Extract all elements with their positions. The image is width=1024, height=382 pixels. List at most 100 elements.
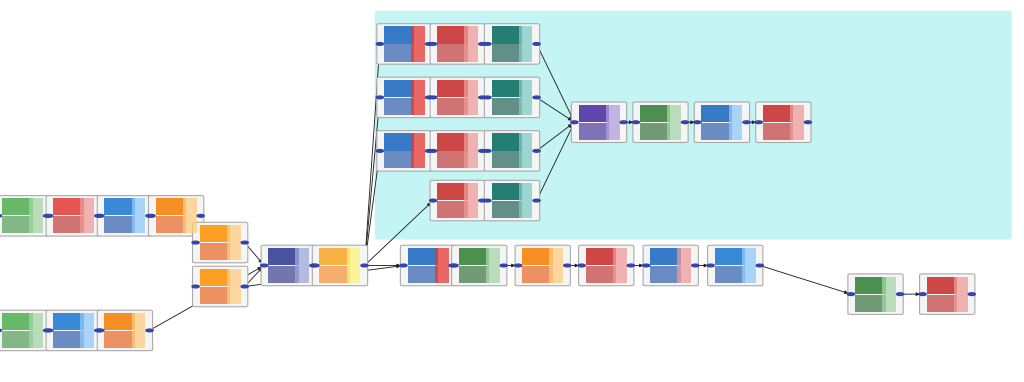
FancyBboxPatch shape bbox=[400, 245, 456, 286]
Circle shape bbox=[534, 199, 541, 202]
Circle shape bbox=[920, 293, 926, 296]
FancyBboxPatch shape bbox=[465, 133, 478, 168]
FancyBboxPatch shape bbox=[579, 123, 609, 140]
Circle shape bbox=[483, 96, 492, 99]
FancyBboxPatch shape bbox=[484, 24, 540, 64]
FancyBboxPatch shape bbox=[53, 216, 84, 233]
Circle shape bbox=[45, 214, 53, 217]
FancyBboxPatch shape bbox=[46, 310, 101, 351]
Circle shape bbox=[805, 121, 811, 123]
FancyBboxPatch shape bbox=[701, 123, 732, 140]
Circle shape bbox=[694, 121, 700, 123]
FancyBboxPatch shape bbox=[193, 266, 248, 307]
FancyBboxPatch shape bbox=[384, 26, 415, 44]
FancyBboxPatch shape bbox=[492, 133, 522, 151]
FancyBboxPatch shape bbox=[519, 26, 532, 62]
FancyBboxPatch shape bbox=[437, 44, 468, 62]
Circle shape bbox=[571, 121, 578, 123]
Circle shape bbox=[430, 43, 436, 45]
FancyBboxPatch shape bbox=[2, 198, 33, 215]
FancyBboxPatch shape bbox=[920, 274, 975, 314]
Circle shape bbox=[377, 150, 383, 152]
FancyBboxPatch shape bbox=[268, 266, 299, 283]
FancyBboxPatch shape bbox=[148, 196, 204, 236]
FancyBboxPatch shape bbox=[384, 133, 415, 151]
FancyBboxPatch shape bbox=[650, 248, 681, 265]
FancyBboxPatch shape bbox=[579, 105, 609, 122]
FancyBboxPatch shape bbox=[81, 198, 94, 233]
FancyBboxPatch shape bbox=[2, 216, 33, 233]
Circle shape bbox=[145, 329, 154, 332]
Circle shape bbox=[426, 43, 433, 45]
FancyBboxPatch shape bbox=[883, 277, 896, 312]
FancyBboxPatch shape bbox=[465, 80, 478, 115]
Circle shape bbox=[534, 96, 541, 99]
Circle shape bbox=[479, 96, 486, 99]
Circle shape bbox=[426, 150, 433, 152]
Circle shape bbox=[311, 264, 319, 267]
FancyBboxPatch shape bbox=[437, 26, 468, 44]
FancyBboxPatch shape bbox=[586, 266, 616, 283]
FancyBboxPatch shape bbox=[848, 274, 903, 314]
FancyBboxPatch shape bbox=[519, 133, 532, 168]
FancyBboxPatch shape bbox=[46, 196, 101, 236]
FancyBboxPatch shape bbox=[412, 133, 425, 168]
Circle shape bbox=[430, 199, 436, 202]
FancyBboxPatch shape bbox=[53, 331, 84, 348]
FancyBboxPatch shape bbox=[104, 313, 135, 330]
FancyBboxPatch shape bbox=[227, 225, 241, 260]
FancyBboxPatch shape bbox=[408, 248, 438, 265]
Circle shape bbox=[621, 121, 627, 123]
Circle shape bbox=[43, 329, 51, 332]
Circle shape bbox=[483, 150, 492, 152]
FancyBboxPatch shape bbox=[763, 105, 794, 122]
Circle shape bbox=[479, 150, 486, 152]
FancyBboxPatch shape bbox=[715, 248, 745, 265]
Circle shape bbox=[707, 264, 714, 267]
Circle shape bbox=[449, 264, 457, 267]
FancyBboxPatch shape bbox=[492, 26, 522, 44]
FancyBboxPatch shape bbox=[375, 11, 1012, 240]
FancyBboxPatch shape bbox=[492, 44, 522, 62]
FancyBboxPatch shape bbox=[2, 331, 33, 348]
FancyBboxPatch shape bbox=[742, 248, 756, 283]
FancyBboxPatch shape bbox=[606, 105, 620, 140]
FancyBboxPatch shape bbox=[519, 183, 532, 218]
Circle shape bbox=[147, 214, 156, 217]
Circle shape bbox=[756, 121, 762, 123]
Circle shape bbox=[479, 199, 486, 202]
FancyBboxPatch shape bbox=[104, 216, 135, 233]
FancyBboxPatch shape bbox=[132, 313, 145, 348]
FancyBboxPatch shape bbox=[643, 245, 698, 286]
FancyBboxPatch shape bbox=[104, 198, 135, 215]
FancyBboxPatch shape bbox=[430, 180, 485, 221]
FancyBboxPatch shape bbox=[97, 196, 153, 236]
Circle shape bbox=[430, 150, 436, 152]
FancyBboxPatch shape bbox=[0, 310, 50, 351]
FancyBboxPatch shape bbox=[756, 102, 811, 142]
FancyBboxPatch shape bbox=[435, 248, 449, 283]
FancyBboxPatch shape bbox=[347, 248, 360, 283]
FancyBboxPatch shape bbox=[484, 180, 540, 221]
FancyBboxPatch shape bbox=[954, 277, 968, 312]
Circle shape bbox=[193, 241, 199, 244]
Circle shape bbox=[242, 285, 248, 288]
FancyBboxPatch shape bbox=[791, 105, 804, 140]
Circle shape bbox=[242, 241, 248, 244]
FancyBboxPatch shape bbox=[437, 98, 468, 115]
FancyBboxPatch shape bbox=[459, 248, 489, 265]
Circle shape bbox=[430, 96, 436, 99]
Circle shape bbox=[193, 285, 199, 288]
Circle shape bbox=[501, 264, 508, 267]
FancyBboxPatch shape bbox=[384, 80, 415, 97]
Circle shape bbox=[515, 264, 521, 267]
Circle shape bbox=[361, 264, 369, 267]
FancyBboxPatch shape bbox=[437, 201, 468, 218]
Circle shape bbox=[399, 264, 407, 267]
FancyBboxPatch shape bbox=[515, 245, 570, 286]
FancyBboxPatch shape bbox=[319, 266, 350, 283]
FancyBboxPatch shape bbox=[384, 44, 415, 62]
FancyBboxPatch shape bbox=[484, 131, 540, 171]
FancyBboxPatch shape bbox=[412, 26, 425, 62]
FancyBboxPatch shape bbox=[701, 105, 732, 122]
